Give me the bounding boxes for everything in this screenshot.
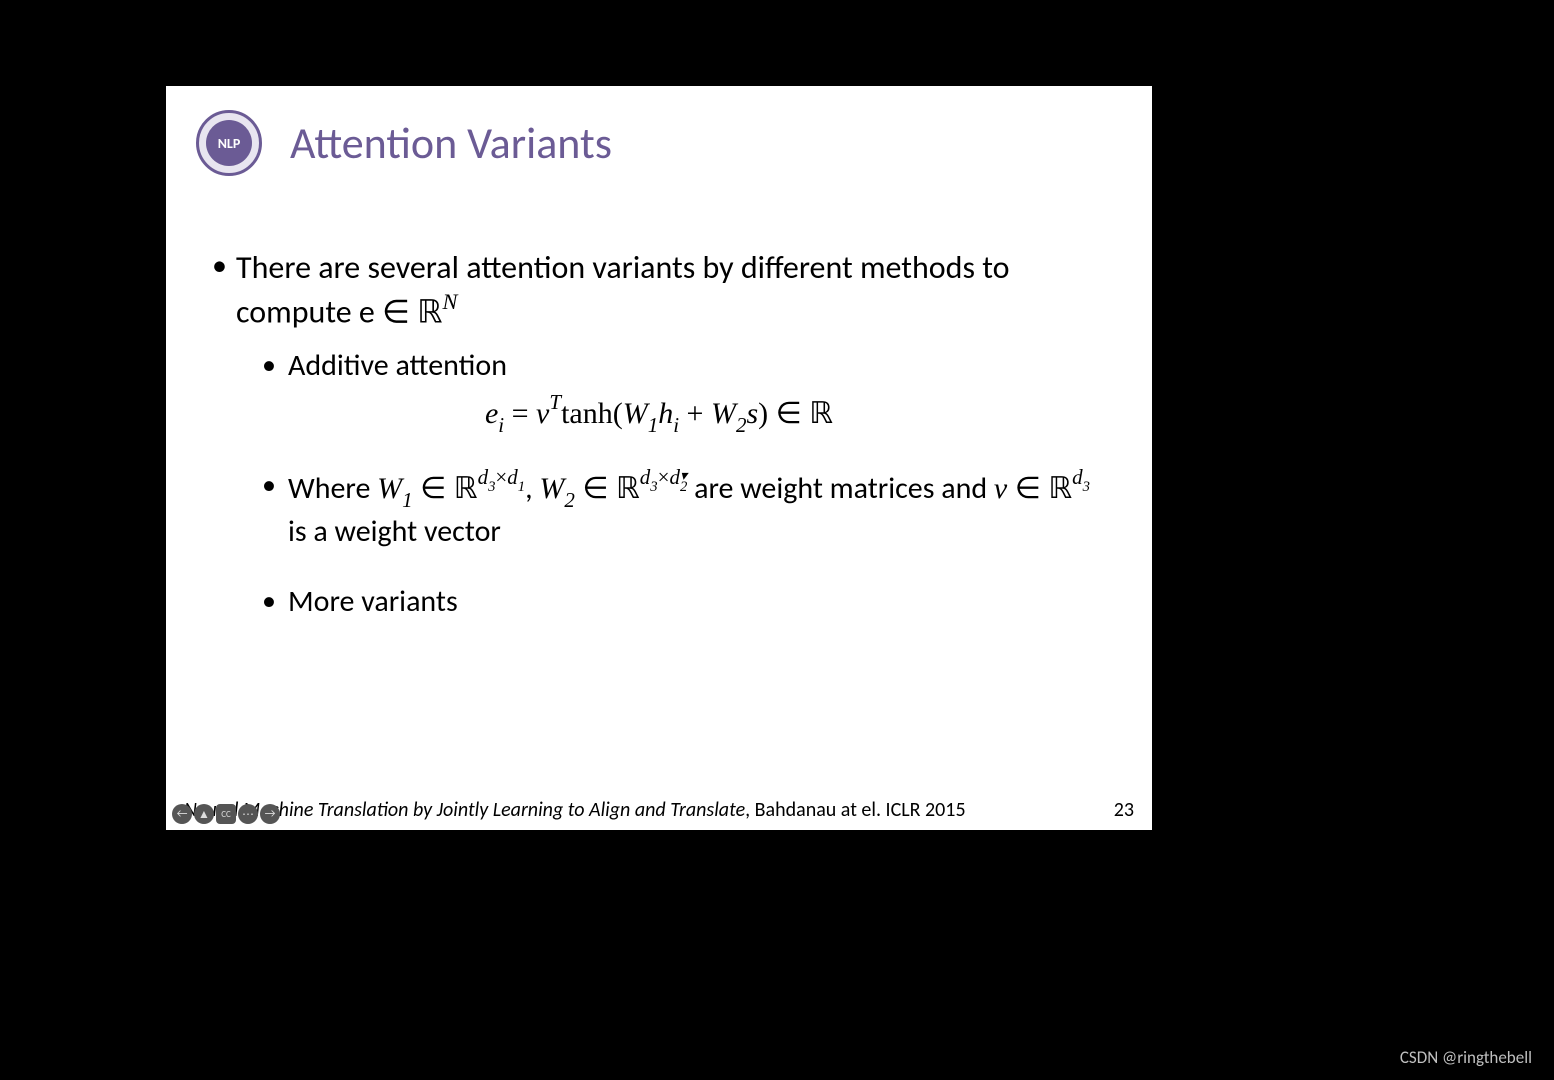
w-e1b: d bbox=[507, 465, 518, 489]
f-plus: + bbox=[679, 397, 711, 430]
slide-title: Attention Variants bbox=[290, 116, 612, 170]
w-e2as: 3 bbox=[650, 479, 657, 495]
bullet-main-sup: N bbox=[442, 289, 457, 314]
logo-text: NLP bbox=[206, 120, 252, 166]
bullet-more: More variants bbox=[206, 582, 1112, 623]
page-number: 23 bbox=[1114, 798, 1134, 822]
w-v: v bbox=[994, 472, 1007, 505]
w-e2a: d bbox=[640, 465, 651, 489]
f-h: h bbox=[658, 397, 673, 430]
bullet-where: Where W1 ∈ ℝd3×d1, W2 ∈ ℝd3×d2 are weigh… bbox=[206, 466, 1112, 553]
w-e2b: d bbox=[669, 465, 680, 489]
w-W2s: 2 bbox=[564, 488, 575, 512]
w-ve: d bbox=[1072, 465, 1083, 489]
w-e1as: 3 bbox=[488, 479, 495, 495]
citation: Neural Machine Translation by Jointly Le… bbox=[184, 798, 966, 822]
f-lhs: e bbox=[485, 397, 498, 430]
ink-icon[interactable]: ▲ bbox=[194, 804, 214, 824]
w-e1a: d bbox=[478, 465, 489, 489]
bullet-additive: Additive attention bbox=[206, 346, 1112, 387]
watermark: CSDN @ringthebell bbox=[1400, 1047, 1532, 1068]
f-eq: = bbox=[504, 397, 536, 430]
citation-rest: , Bahdanau at el. ICLR 2015 bbox=[745, 798, 965, 822]
bullet-main: There are several attention variants by … bbox=[206, 246, 1112, 334]
slide-header: NLP Attention Variants bbox=[166, 86, 1152, 176]
slide: NLP Attention Variants There are several… bbox=[166, 86, 1152, 830]
f-W1: W bbox=[623, 397, 648, 430]
f-tanh: tanh( bbox=[561, 397, 623, 430]
w-vin: ∈ ℝ bbox=[1007, 472, 1072, 505]
bullet-main-text: There are several attention variants by … bbox=[236, 248, 1010, 332]
next-icon[interactable]: → bbox=[260, 804, 280, 824]
w-in2: ∈ ℝ bbox=[575, 472, 640, 505]
slide-footer: Neural Machine Translation by Jointly Le… bbox=[184, 798, 1134, 822]
f-hs: i bbox=[673, 413, 679, 437]
w-mid: are weight matrices and bbox=[687, 470, 994, 507]
more-icon[interactable]: ⋯ bbox=[238, 804, 258, 824]
f-vT: T bbox=[549, 390, 561, 414]
cc-icon[interactable]: CC bbox=[216, 804, 236, 824]
formula-additive: ei = vTtanh(W1hi + W2s) ∈ ℝ ▾ bbox=[206, 393, 1112, 436]
w-e1bs: 1 bbox=[518, 479, 525, 495]
slide-content: There are several attention variants by … bbox=[166, 176, 1152, 623]
w-e2bs: 2 bbox=[680, 479, 687, 495]
w-pre: Where bbox=[288, 470, 377, 507]
w-in1: ∈ ℝ bbox=[413, 472, 478, 505]
w-comma: , bbox=[525, 470, 539, 507]
f-close: ) ∈ ℝ bbox=[758, 397, 833, 430]
w-ves: 3 bbox=[1083, 479, 1090, 495]
w-W1s: 1 bbox=[402, 488, 413, 512]
f-v: v bbox=[536, 397, 549, 430]
presenter-controls: ← ▲ CC ⋯ → bbox=[172, 804, 280, 824]
w-e2t: × bbox=[658, 465, 670, 489]
university-logo-icon: NLP bbox=[196, 110, 262, 176]
f-lhs-sub: i bbox=[498, 413, 504, 437]
f-s: s bbox=[746, 397, 758, 430]
w-tail: is a weight vector bbox=[288, 513, 501, 550]
w-W2: W bbox=[539, 472, 564, 505]
f-W1s: 1 bbox=[648, 413, 659, 437]
f-W2s: 2 bbox=[736, 413, 747, 437]
prev-icon[interactable]: ← bbox=[172, 804, 192, 824]
f-W2: W bbox=[711, 397, 736, 430]
w-W1: W bbox=[377, 472, 402, 505]
w-e1t: × bbox=[495, 465, 507, 489]
